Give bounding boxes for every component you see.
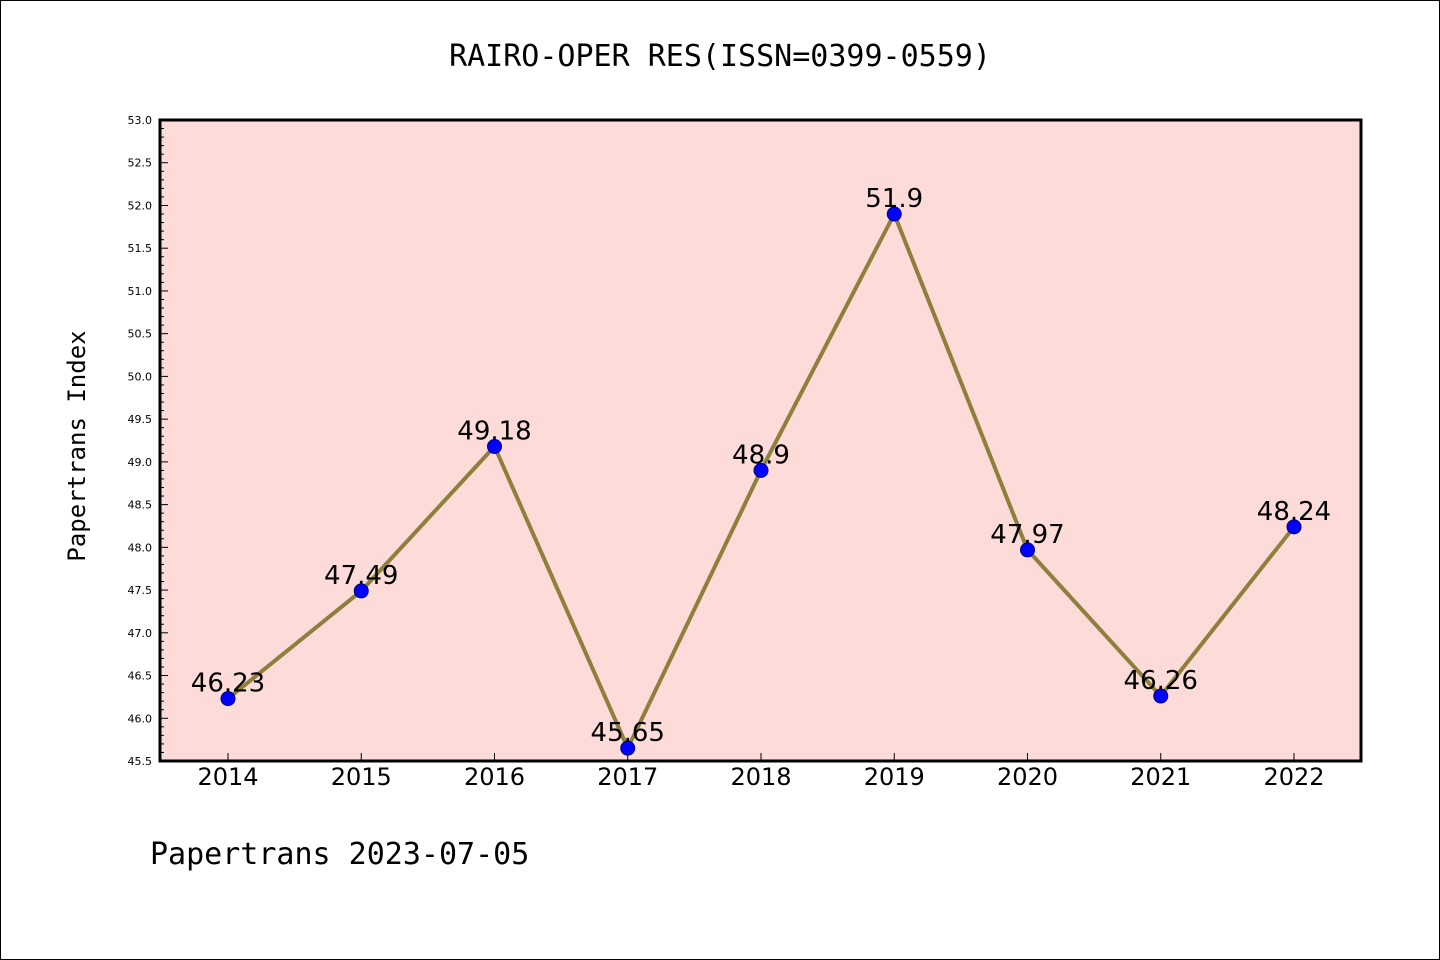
data-label: 49.18: [457, 416, 531, 446]
y-tick-label: 51.5: [128, 242, 153, 255]
x-tick-label: 2019: [864, 763, 925, 791]
y-tick-label: 53.0: [128, 114, 153, 127]
y-tick-label: 50.0: [128, 370, 153, 383]
data-point: [487, 438, 502, 454]
y-tick-label: 47.0: [128, 627, 153, 640]
data-label: 48.24: [1257, 497, 1331, 527]
y-tick-label: 48.0: [128, 541, 153, 554]
x-tick-label: 2017: [597, 763, 658, 791]
x-tick-label: 2014: [197, 763, 258, 791]
data-label: 45.65: [591, 718, 665, 748]
x-tick-label: 2022: [1263, 763, 1324, 791]
y-axis: 45.5 46.0 46.5 47.0 47.5 48.0 48.5 49.0 49.5 50.0…: [128, 114, 168, 768]
x-tick-label: 2020: [997, 763, 1058, 791]
data-point: [1020, 542, 1035, 558]
y-tick-label: 52.5: [128, 157, 153, 170]
data-point: [1153, 688, 1169, 704]
data-label: 46.23: [191, 669, 265, 699]
data-point: [620, 740, 636, 756]
y-axis-label: Papertrans Index: [63, 330, 91, 561]
data-label: 51.9: [865, 184, 923, 214]
data-point: [753, 462, 769, 478]
plot-area: [160, 120, 1361, 761]
y-tick-label: 45.5: [128, 755, 153, 768]
data-markers: [220, 206, 1302, 756]
y-tick-label: 51.0: [128, 285, 153, 298]
data-labels: 46.23 47.49 49.18 45.65 48.9 51.9 47.97 46.26 48…: [191, 184, 1331, 748]
x-tick-label: 2016: [464, 763, 525, 791]
footer-text: Papertrans 2023-07-05: [150, 837, 529, 872]
data-point: [220, 691, 236, 707]
x-axis: 2014 2015 2016 2017 2018 2019 2020 2021 2022: [197, 753, 1325, 791]
y-tick-label: 49.0: [128, 456, 153, 469]
y-tick-label: 52.0: [128, 199, 153, 212]
data-label: 47.49: [324, 561, 398, 591]
y-tick-label: 46.0: [128, 712, 153, 725]
data-point: [353, 583, 369, 599]
y-tick-label: 47.5: [128, 584, 153, 597]
y-tick-label: 50.5: [128, 328, 153, 341]
y-tick-label: 48.5: [128, 499, 153, 512]
data-label: 48.9: [732, 440, 790, 470]
x-tick-label: 2021: [1130, 763, 1191, 791]
y-tick-label: 49.5: [128, 413, 153, 426]
x-tick-label: 2015: [331, 763, 392, 791]
chart-title: RAIRO-OPER RES(ISSN=0399-0559): [449, 39, 991, 74]
data-point: [886, 206, 902, 222]
plot-border: [158, 118, 1363, 763]
x-tick-label: 2018: [730, 763, 791, 791]
data-point: [1286, 519, 1302, 535]
y-tick-label: 46.5: [128, 670, 153, 683]
data-label: 47.97: [990, 520, 1064, 550]
data-label: 46.26: [1124, 666, 1198, 696]
